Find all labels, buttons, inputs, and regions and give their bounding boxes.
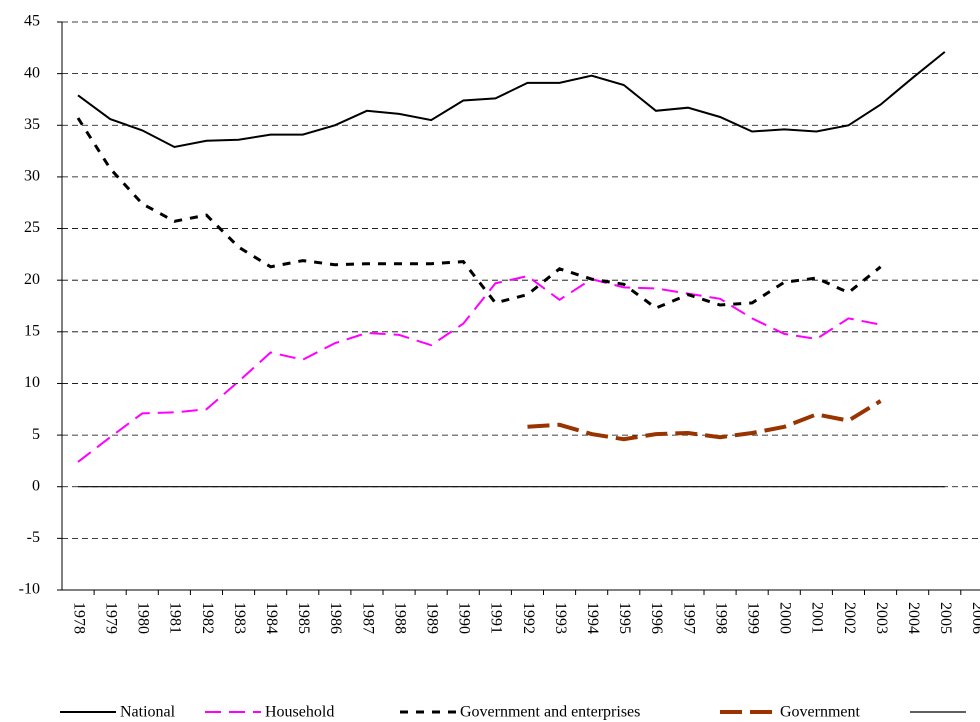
y-tick-label: 25 — [24, 219, 40, 236]
x-tick-label: 1986 — [327, 602, 344, 634]
y-tick-label: 35 — [24, 116, 40, 133]
y-tick-label: 20 — [24, 271, 40, 288]
x-tick-label: 1979 — [102, 602, 119, 634]
x-tick-label: 1990 — [456, 602, 473, 634]
legend-label: Household — [265, 704, 334, 721]
x-tick-label: 1983 — [231, 602, 248, 634]
series-line — [76, 117, 882, 310]
y-tick-label: 45 — [24, 13, 40, 30]
x-tick-label: 1991 — [488, 602, 505, 634]
y-tick-label: 15 — [24, 322, 40, 339]
y-tick-label: 30 — [24, 168, 40, 185]
x-tick-label: 2000 — [777, 602, 794, 634]
y-tick-label: -5 — [27, 529, 40, 546]
x-tick-label: 1981 — [167, 602, 184, 634]
x-tick-label: 1994 — [584, 602, 601, 634]
x-tick-label: 1997 — [680, 602, 697, 634]
y-tick-label: 40 — [24, 64, 40, 81]
y-tick-label: 0 — [32, 477, 40, 494]
x-tick-label: 1996 — [648, 602, 665, 634]
legend-label: National — [120, 704, 176, 721]
x-tick-label: 1984 — [263, 602, 280, 634]
y-tick-label: 5 — [32, 426, 40, 443]
y-tick-label: -10 — [19, 581, 40, 598]
x-tick-label: 1993 — [552, 602, 569, 634]
y-tick-label: 10 — [24, 374, 40, 391]
x-tick-label: 1999 — [744, 602, 761, 634]
x-tick-label: 1989 — [423, 602, 440, 634]
x-tick-label: 1992 — [520, 602, 537, 634]
x-tick-label: 2004 — [905, 602, 922, 634]
x-tick-label: 1987 — [359, 602, 376, 634]
series-line — [77, 51, 946, 149]
x-tick-label: 1980 — [135, 602, 152, 634]
series-line — [527, 399, 882, 442]
x-tick-label: 1978 — [70, 602, 87, 634]
x-tick-label: 1998 — [712, 602, 729, 634]
x-tick-label: 2005 — [937, 602, 954, 634]
x-tick-label: 1985 — [295, 602, 312, 634]
x-tick-label: 1982 — [199, 602, 216, 634]
series-line — [77, 275, 881, 463]
x-tick-label: 1995 — [616, 602, 633, 634]
legend-label: Government — [780, 704, 861, 721]
legend-label: Government and enterprises — [460, 704, 640, 721]
x-tick-label: 2002 — [841, 602, 858, 634]
x-tick-label: 2003 — [873, 602, 890, 634]
x-tick-label: 2006 — [969, 602, 980, 634]
x-tick-label: 2001 — [809, 602, 826, 634]
x-tick-label: 1988 — [391, 602, 408, 634]
